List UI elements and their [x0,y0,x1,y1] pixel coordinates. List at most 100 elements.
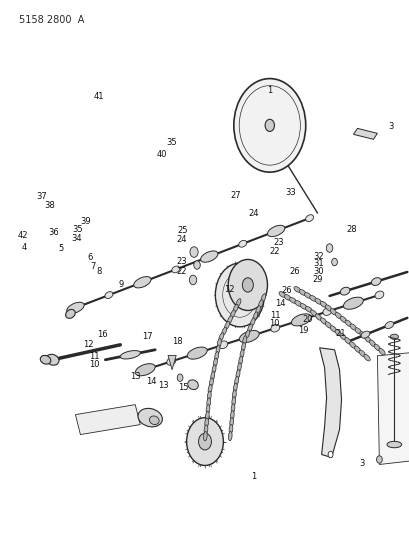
Ellipse shape [236,298,240,307]
Ellipse shape [344,320,351,326]
Ellipse shape [209,378,213,387]
Text: 14: 14 [146,377,156,386]
Text: 20: 20 [301,315,312,324]
Ellipse shape [221,327,226,335]
Ellipse shape [240,349,243,358]
Text: 22: 22 [269,247,279,256]
Ellipse shape [46,354,59,365]
Text: 21: 21 [335,329,346,338]
Ellipse shape [228,431,231,441]
Circle shape [242,278,253,292]
Ellipse shape [354,328,361,334]
Ellipse shape [363,354,369,361]
Ellipse shape [343,297,362,309]
Ellipse shape [369,340,375,346]
Ellipse shape [216,345,219,354]
Ellipse shape [237,363,241,372]
Ellipse shape [373,344,380,351]
Ellipse shape [210,372,214,381]
Ellipse shape [105,292,112,298]
Ellipse shape [213,358,217,367]
Text: 26: 26 [289,268,299,276]
Text: 37: 37 [36,192,47,201]
Ellipse shape [293,287,300,292]
Ellipse shape [149,416,159,425]
Ellipse shape [283,295,290,300]
Ellipse shape [230,410,234,420]
Ellipse shape [224,321,229,329]
Ellipse shape [218,341,227,349]
Ellipse shape [204,418,208,427]
Ellipse shape [65,310,75,318]
Ellipse shape [67,302,84,313]
Text: 30: 30 [312,268,323,276]
Ellipse shape [200,251,218,262]
Text: 26: 26 [281,286,291,295]
Text: 28: 28 [346,225,357,234]
Ellipse shape [358,350,364,357]
Ellipse shape [255,306,260,314]
Text: 10: 10 [89,360,100,369]
Ellipse shape [330,309,336,315]
Text: 1: 1 [267,86,272,95]
Ellipse shape [135,364,155,376]
Ellipse shape [166,358,175,365]
Ellipse shape [325,305,331,311]
Ellipse shape [207,398,210,407]
Ellipse shape [208,384,211,394]
Ellipse shape [360,331,369,338]
Circle shape [198,433,211,450]
Ellipse shape [218,333,223,341]
Circle shape [265,119,274,132]
Ellipse shape [310,310,316,316]
Ellipse shape [349,324,356,330]
Ellipse shape [324,322,331,328]
Text: 11: 11 [89,352,100,361]
Ellipse shape [187,347,207,359]
Text: 29: 29 [311,275,322,284]
Ellipse shape [279,292,285,297]
Ellipse shape [289,297,296,303]
Polygon shape [168,356,176,370]
Text: 23: 23 [176,257,187,265]
Text: 11: 11 [270,311,280,320]
Ellipse shape [229,417,233,427]
Ellipse shape [229,424,232,434]
Text: 33: 33 [285,188,295,197]
Ellipse shape [305,215,313,222]
Ellipse shape [206,405,209,414]
Text: 32: 32 [312,253,323,261]
Ellipse shape [239,330,258,343]
Text: 22: 22 [176,268,187,276]
Ellipse shape [238,356,242,365]
Ellipse shape [294,301,301,306]
Ellipse shape [335,312,341,319]
Ellipse shape [319,302,326,307]
Circle shape [228,260,267,310]
Text: 3: 3 [388,122,393,131]
Ellipse shape [133,277,151,288]
Ellipse shape [203,432,207,441]
Circle shape [189,275,196,285]
Ellipse shape [217,338,221,348]
Ellipse shape [241,343,245,352]
Ellipse shape [270,324,279,332]
Ellipse shape [359,332,365,338]
Text: 19: 19 [297,326,308,335]
Text: 16: 16 [97,329,108,338]
Ellipse shape [238,240,246,247]
Ellipse shape [314,298,321,304]
Text: 36: 36 [48,228,59,237]
Ellipse shape [315,314,321,320]
Text: 7: 7 [90,262,95,271]
Text: 5158 2800  A: 5158 2800 A [18,15,84,25]
Ellipse shape [322,308,331,316]
Ellipse shape [205,411,209,421]
Text: 8: 8 [96,268,101,276]
Circle shape [233,78,305,172]
Polygon shape [353,128,377,139]
Circle shape [326,244,332,252]
Ellipse shape [378,349,384,355]
Text: 4: 4 [22,244,27,253]
Ellipse shape [211,365,216,374]
